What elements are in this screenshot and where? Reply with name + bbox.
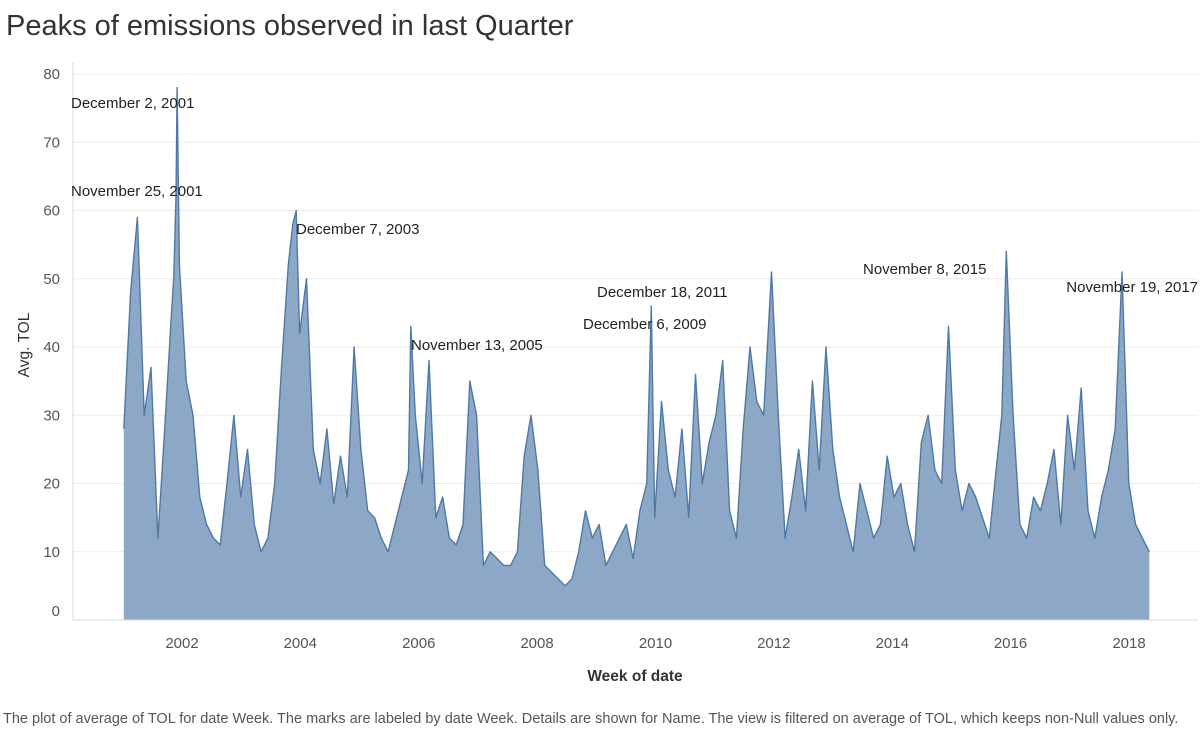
y-tick-label: 80	[43, 66, 60, 83]
chart-title: Peaks of emissions observed in last Quar…	[6, 10, 574, 42]
x-tick-label: 2006	[402, 635, 435, 652]
x-tick-label: 2012	[757, 635, 790, 652]
x-tick-label: 2014	[876, 635, 909, 652]
peak-annotation: December 6, 2009	[583, 316, 706, 333]
peak-annotation: November 13, 2005	[411, 337, 543, 354]
x-tick-label: 2002	[165, 635, 198, 652]
series-line	[123, 86, 1150, 587]
y-tick-label: 20	[43, 476, 60, 493]
y-tick-label: 30	[43, 407, 60, 424]
chart-caption: The plot of average of TOL for date Week…	[3, 711, 1179, 727]
x-tick-label: 2016	[994, 635, 1027, 652]
area-chart: 0 10 20 30 40 50 60 70 80 2002 2004 2006 2008 2010 201…	[16, 62, 1198, 685]
y-tick-label: 70	[43, 134, 60, 151]
x-tick-label: 2008	[520, 635, 553, 652]
y-tick-label: 0	[52, 603, 60, 620]
y-tick-label: 60	[43, 203, 60, 220]
annotations: December 2, 2001 November 25, 2001 Decembe…	[71, 95, 1198, 354]
peak-annotation: December 18, 2011	[597, 284, 728, 301]
series-area	[123, 87, 1150, 621]
peak-annotation: November 19, 2017	[1066, 279, 1198, 296]
y-tick-label: 10	[43, 544, 60, 561]
y-axis-title: Avg. TOL	[16, 312, 33, 377]
x-tick-label: 2010	[639, 635, 672, 652]
grid-lines	[73, 73, 1198, 553]
x-tick-label: 2018	[1112, 635, 1145, 652]
peak-annotation: December 7, 2003	[296, 221, 419, 238]
y-tick-label: 40	[43, 339, 60, 356]
peak-annotation: November 25, 2001	[71, 183, 203, 200]
y-tick-label: 50	[43, 271, 60, 288]
series-layer	[123, 86, 1150, 621]
peak-annotation: November 8, 2015	[863, 261, 986, 278]
x-axis-title: Week of date	[587, 668, 683, 685]
axes: 0 10 20 30 40 50 60 70 80 2002 2004 2006 2008 2010 201…	[43, 62, 1198, 652]
peak-annotation: December 2, 2001	[71, 95, 194, 112]
x-tick-label: 2004	[284, 635, 317, 652]
